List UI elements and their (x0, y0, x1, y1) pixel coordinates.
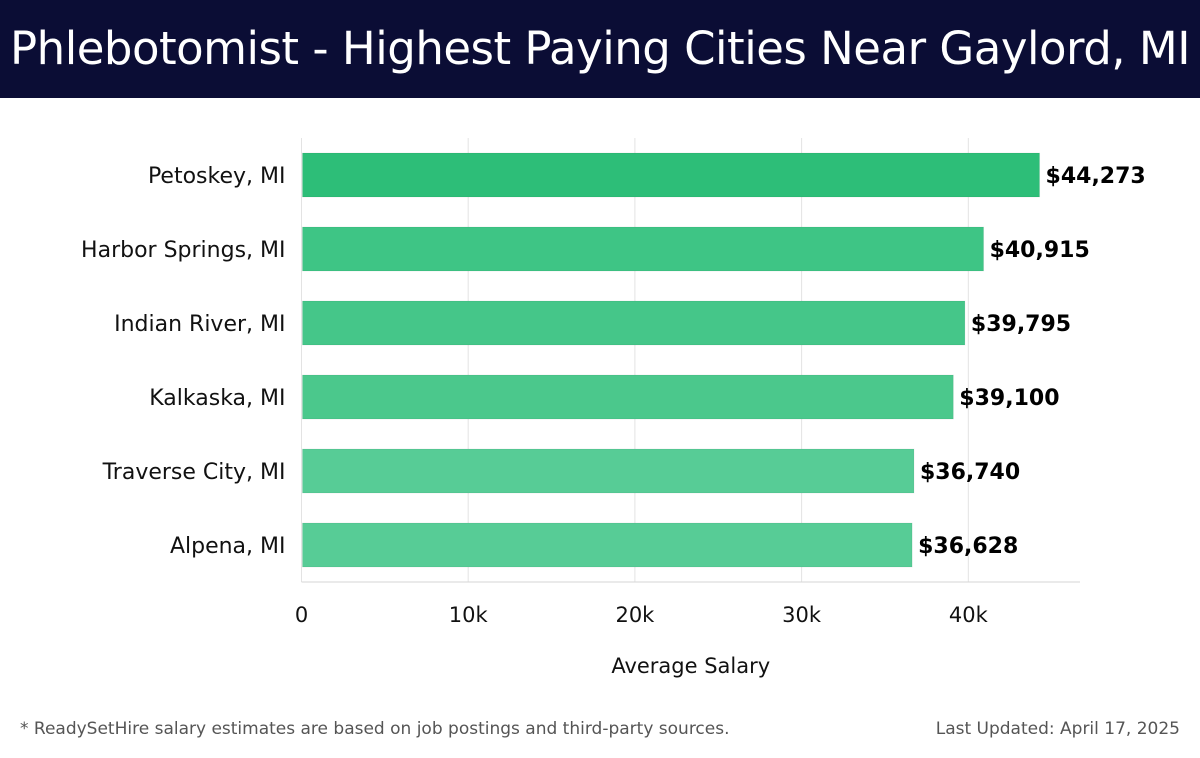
x-axis-title: Average Salary (611, 654, 770, 678)
bar (302, 226, 985, 272)
category-label: Indian River, MI (114, 312, 285, 337)
footnote: * ReadySetHire salary estimates are base… (20, 719, 730, 739)
bar-chart: Petoskey, MI $44,273 Harbor Springs, MI $40… (81, 138, 1146, 678)
value-label: $36,628 (918, 534, 1018, 559)
bar (302, 448, 915, 494)
bar (302, 152, 1041, 198)
bar (302, 300, 966, 346)
bar (302, 374, 954, 420)
x-tick-label: 30k (782, 603, 822, 627)
category-label: Alpena, MI (170, 534, 286, 559)
value-label: $36,740 (920, 460, 1020, 485)
x-tick-label: 0 (295, 603, 308, 627)
x-tick-label: 20k (615, 603, 655, 627)
header-bar: Phlebotomist - Highest Paying Cities Nea… (0, 0, 1200, 98)
value-label: $44,273 (1046, 164, 1146, 189)
value-label: $39,795 (971, 312, 1071, 337)
value-label: $39,100 (959, 386, 1059, 411)
bar (302, 522, 913, 568)
x-tick-label: 40k (949, 603, 989, 627)
value-label: $40,915 (990, 238, 1090, 263)
category-label: Harbor Springs, MI (81, 238, 285, 263)
category-label: Petoskey, MI (148, 164, 286, 189)
x-tick-label: 10k (449, 603, 489, 627)
category-label: Kalkaska, MI (149, 386, 285, 411)
category-label: Traverse City, MI (102, 460, 286, 485)
chart-title: Phlebotomist - Highest Paying Cities Nea… (10, 22, 1190, 75)
last-updated: Last Updated: April 17, 2025 (935, 719, 1180, 739)
